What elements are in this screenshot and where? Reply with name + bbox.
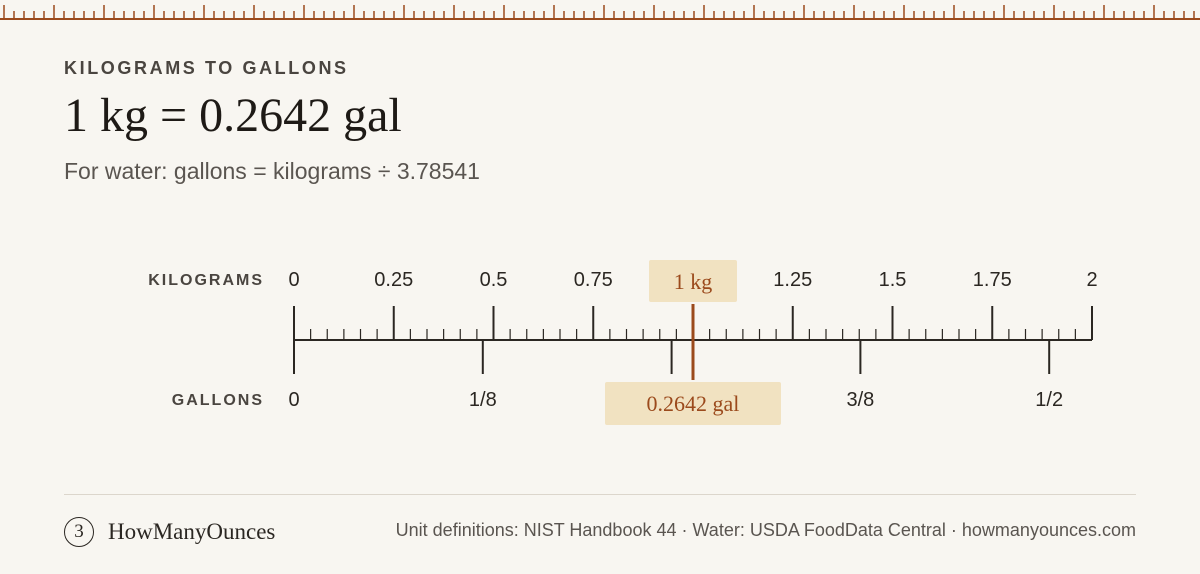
gallons-tick-label: 0	[288, 389, 299, 411]
kilograms-tick-label: 0	[288, 269, 299, 291]
brand-name: HowManyOunces	[108, 519, 276, 544]
kilograms-tick-label: 2	[1086, 269, 1097, 291]
gallons-tick-label: 3/8	[846, 389, 874, 411]
gallons-tick-label: 1/8	[469, 389, 497, 411]
conversion-formula: For water: gallons = kilograms ÷ 3.78541	[64, 158, 480, 184]
decorative-top-ruler	[0, 5, 1200, 20]
source-attribution: Unit definitions: NIST Handbook 44 · Wat…	[395, 520, 1136, 540]
conversion-headline: 1 kg = 0.2642 gal	[64, 89, 402, 142]
kilograms-tick-label: 0.75	[574, 269, 613, 291]
kilograms-marker-label: 1 kg	[674, 269, 713, 294]
gallons-marker-label: 0.2642 gal	[647, 391, 740, 416]
spiral-3-icon: 3	[64, 517, 94, 547]
kilograms-marker-box	[649, 260, 737, 302]
kilograms-tick-label: 0.25	[374, 269, 413, 291]
gallons-row-label: GALLONS	[172, 392, 264, 409]
brand: 3 HowManyOunces	[64, 515, 275, 549]
gallons-marker-box	[605, 382, 781, 425]
footer-divider	[64, 494, 1136, 495]
kilograms-tick-label: 0.5	[480, 269, 508, 291]
kilograms-tick-label: 1.5	[879, 269, 907, 291]
kilograms-tick-label: 1.75	[973, 269, 1012, 291]
gallons-tick-label: 1/2	[1035, 389, 1063, 411]
conversion-scale: KILOGRAMS GALLONS 0 0.25 0.5 0.75 1.25 1.5 1.7…	[148, 260, 1098, 425]
conversion-eyebrow: KILOGRAMS TO GALLONS	[64, 58, 349, 78]
kilograms-row-label: KILOGRAMS	[148, 272, 264, 289]
kilograms-tick-label: 1.25	[773, 269, 812, 291]
